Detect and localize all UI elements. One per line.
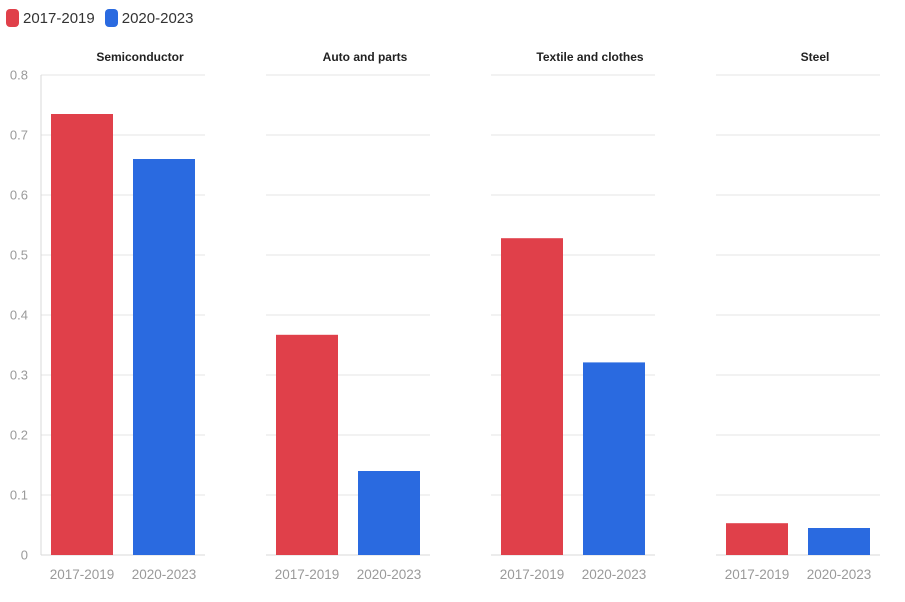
y-tick-label: 0 [21, 548, 28, 563]
legend-item-2017-2019[interactable]: 2017-2019 [6, 9, 95, 27]
x-category-label: 2017-2019 [725, 567, 790, 582]
bar-semiconductor-2017-2019 [51, 114, 113, 555]
x-category-label: 2020-2023 [807, 567, 872, 582]
bar-semiconductor-2020-2023 [133, 159, 195, 555]
panel-title: Textile and clothes [536, 50, 643, 64]
y-tick-label: 0.6 [10, 188, 28, 203]
bar-auto-and-parts-2017-2019 [276, 334, 338, 555]
y-tick-label: 0.7 [10, 128, 28, 143]
x-category-label: 2020-2023 [582, 567, 647, 582]
legend-item-2020-2023[interactable]: 2020-2023 [104, 9, 194, 27]
bar-steel-2017-2019 [726, 523, 788, 555]
bar-auto-and-parts-2020-2023 [358, 471, 420, 555]
y-tick-label: 0.4 [10, 308, 28, 323]
y-tick-label: 0.5 [10, 248, 28, 263]
x-category-label: 2017-2019 [500, 567, 565, 582]
bar-textile-and-clothes-2020-2023 [583, 362, 645, 555]
legend-swatch-red [6, 9, 19, 27]
x-category-label: 2017-2019 [50, 567, 115, 582]
bar-steel-2020-2023 [808, 528, 870, 555]
legend-swatch-blue [104, 9, 118, 27]
panel-title: Steel [801, 50, 830, 64]
y-tick-label: 0.1 [10, 488, 28, 503]
bar-textile-and-clothes-2017-2019 [501, 238, 563, 555]
y-tick-label: 0.8 [10, 68, 28, 83]
legend-label: 2020-2023 [121, 9, 194, 27]
x-category-label: 2017-2019 [275, 567, 340, 582]
y-tick-label: 0.2 [10, 428, 28, 443]
legend: 2017-2019 2020-2023 [6, 7, 193, 29]
x-category-label: 2020-2023 [357, 567, 422, 582]
panel-title: Auto and parts [323, 50, 408, 64]
legend-label: 2017-2019 [23, 9, 95, 27]
x-category-label: 2020-2023 [132, 567, 197, 582]
panel-title: Semiconductor [96, 50, 184, 64]
y-tick-label: 0.3 [10, 368, 28, 383]
